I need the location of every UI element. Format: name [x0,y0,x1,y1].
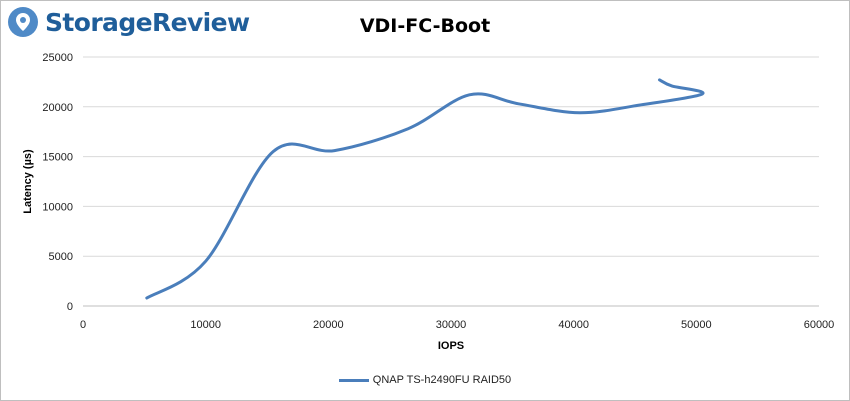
x-tick-label: 20000 [313,319,344,331]
series-line [145,78,705,300]
x-axis-label: IOPS [438,340,464,352]
legend-entry: QNAP TS-h2490FU RAID50 [372,374,512,386]
x-tick-label: 10000 [190,319,221,331]
series-lines [145,78,705,300]
y-tick-label: 10000 [42,201,73,213]
y-axis-label: Latency (µs) [22,149,34,214]
brand-logo: StorageReview [7,5,250,39]
x-tick-label: 60000 [804,319,835,331]
brand-name: StorageReview [45,7,250,37]
y-tick-label: 0 [67,301,73,313]
tick-labels: 0 5000 10000 15000 20000 25000 0 10000 20000 3000… [42,52,834,331]
gridlines [83,56,819,307]
chart-title: VDI-FC-Boot [359,15,491,37]
legend: QNAP TS-h2490FU RAID50 [1,374,849,386]
x-tick-label: 0 [80,319,86,331]
storagereview-logo-icon [8,7,38,37]
x-tick-label: 40000 [558,319,589,331]
x-tick-label: 50000 [681,319,712,331]
y-tick-label: 20000 [42,102,73,114]
y-tick-label: 25000 [42,52,73,64]
legend-swatch [338,378,369,382]
y-tick-label: 15000 [42,152,73,164]
x-tick-label: 30000 [436,319,467,331]
y-tick-label: 5000 [49,251,73,263]
